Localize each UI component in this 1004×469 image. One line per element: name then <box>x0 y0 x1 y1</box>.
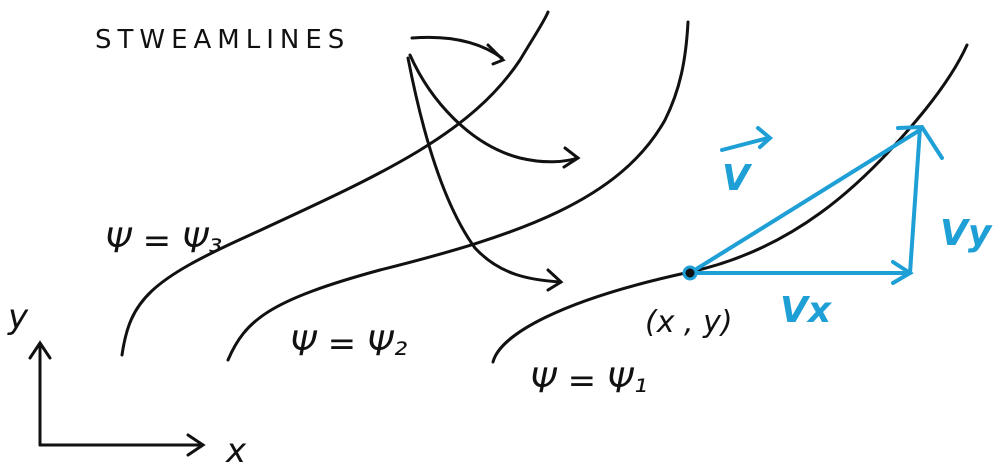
point-label: (x , y) <box>645 305 733 340</box>
diagram-title: STWEAMLINES <box>95 25 350 55</box>
streamline-1 <box>491 43 969 364</box>
pointer-arrow-1 <box>406 56 562 284</box>
vector-vx-label: Vx <box>780 290 833 331</box>
x-axis-arrowhead <box>186 433 206 457</box>
vector-v-label: V <box>722 158 753 199</box>
vector-v-label-overarrow <box>720 126 774 152</box>
pointer-arrowhead-1 <box>546 268 564 292</box>
streamline-label-1: Ψ = Ψ₁ <box>530 361 647 401</box>
streamline-label-3: Ψ = Ψ₃ <box>105 221 222 261</box>
point-marker <box>682 265 698 281</box>
pointer-arrow-3 <box>410 35 504 60</box>
vector-v-arrowhead <box>896 124 944 160</box>
streamline-label-2: Ψ = Ψ₂ <box>290 324 408 364</box>
pointer-arrow-2 <box>408 53 580 164</box>
vector-v <box>688 128 922 275</box>
y-axis-arrowhead <box>28 340 52 360</box>
x-axis-label: x <box>225 431 247 469</box>
streamline-3 <box>120 10 550 357</box>
vector-vy-label: Vy <box>940 213 993 254</box>
pointer-arrowhead-2 <box>562 146 581 169</box>
vector-vy <box>908 126 922 275</box>
pointer-arrowhead-3 <box>486 43 506 66</box>
y-axis-label: y <box>7 297 29 337</box>
streamline-2 <box>226 20 690 362</box>
